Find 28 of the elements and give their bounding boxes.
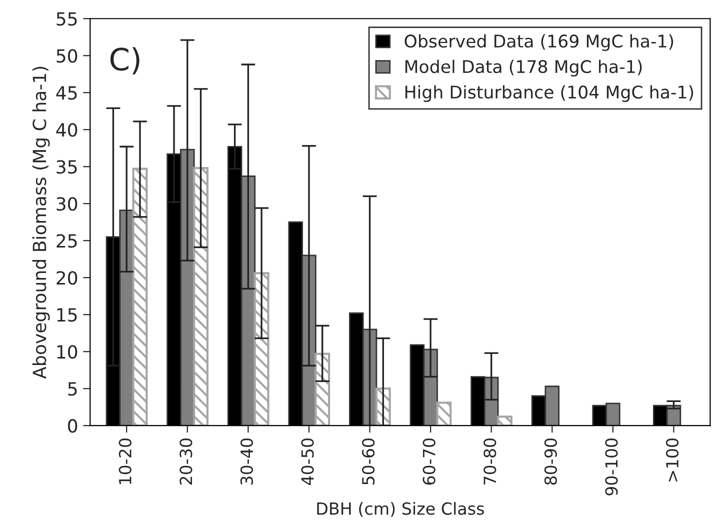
y-tick-label: 15	[57, 308, 77, 322]
y-tick-label: 45	[56, 86, 77, 100]
x-tick-label: 90-100	[605, 438, 618, 496]
x-tick-label: 50-60	[362, 438, 375, 485]
y-tick-label: 55	[56, 12, 77, 26]
y-tick-label: 30	[56, 197, 78, 211]
x-tick-label: 80-90	[544, 438, 557, 485]
x-tick-label: 20-30	[180, 438, 192, 485]
y-tick-label: 50	[56, 49, 78, 63]
y-axis-title: Aboveground Biomass (Mg C ha-1)	[32, 66, 50, 379]
y-tick-label: 25	[56, 234, 77, 248]
x-tick-label: 60-70	[422, 438, 436, 485]
x-tick-label: >100	[666, 438, 679, 482]
y-tick-label: 10	[57, 345, 78, 359]
y-tick-label: 5	[68, 382, 77, 396]
legend-label: Model Data (178 MgC ha-1)	[405, 60, 642, 77]
y-tick-label: 20	[56, 271, 78, 285]
y-tick-label: 40	[56, 123, 78, 137]
y-tick-label: 35	[56, 160, 77, 174]
annotation: C)	[110, 47, 140, 74]
x-axis-title: DBH (cm) Size Class	[317, 502, 484, 517]
x-tick-label: 30-40	[240, 438, 254, 485]
legend-label: Observed Data (169 MgC ha-1)	[404, 34, 674, 52]
x-tick-label: 70-80	[484, 438, 496, 484]
x-tick-label: 40-50	[301, 438, 314, 486]
x-tick-label: 10-20	[118, 438, 132, 484]
legend-label: High Disturbance (104 MgC ha-1)	[405, 85, 694, 102]
y-tick-label: 0	[68, 419, 78, 433]
